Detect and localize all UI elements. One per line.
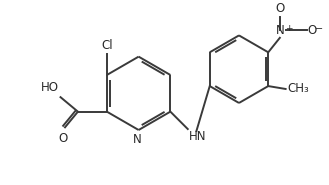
Text: CH₃: CH₃ (288, 83, 309, 95)
Text: O: O (308, 24, 317, 37)
Text: HO: HO (40, 81, 59, 94)
Text: O: O (59, 132, 68, 145)
Text: N: N (133, 133, 142, 146)
Text: O: O (275, 2, 285, 15)
Text: +: + (285, 24, 292, 33)
Text: −: − (315, 24, 323, 34)
Text: N: N (275, 24, 284, 37)
Text: Cl: Cl (101, 39, 113, 52)
Text: HN: HN (189, 130, 206, 143)
